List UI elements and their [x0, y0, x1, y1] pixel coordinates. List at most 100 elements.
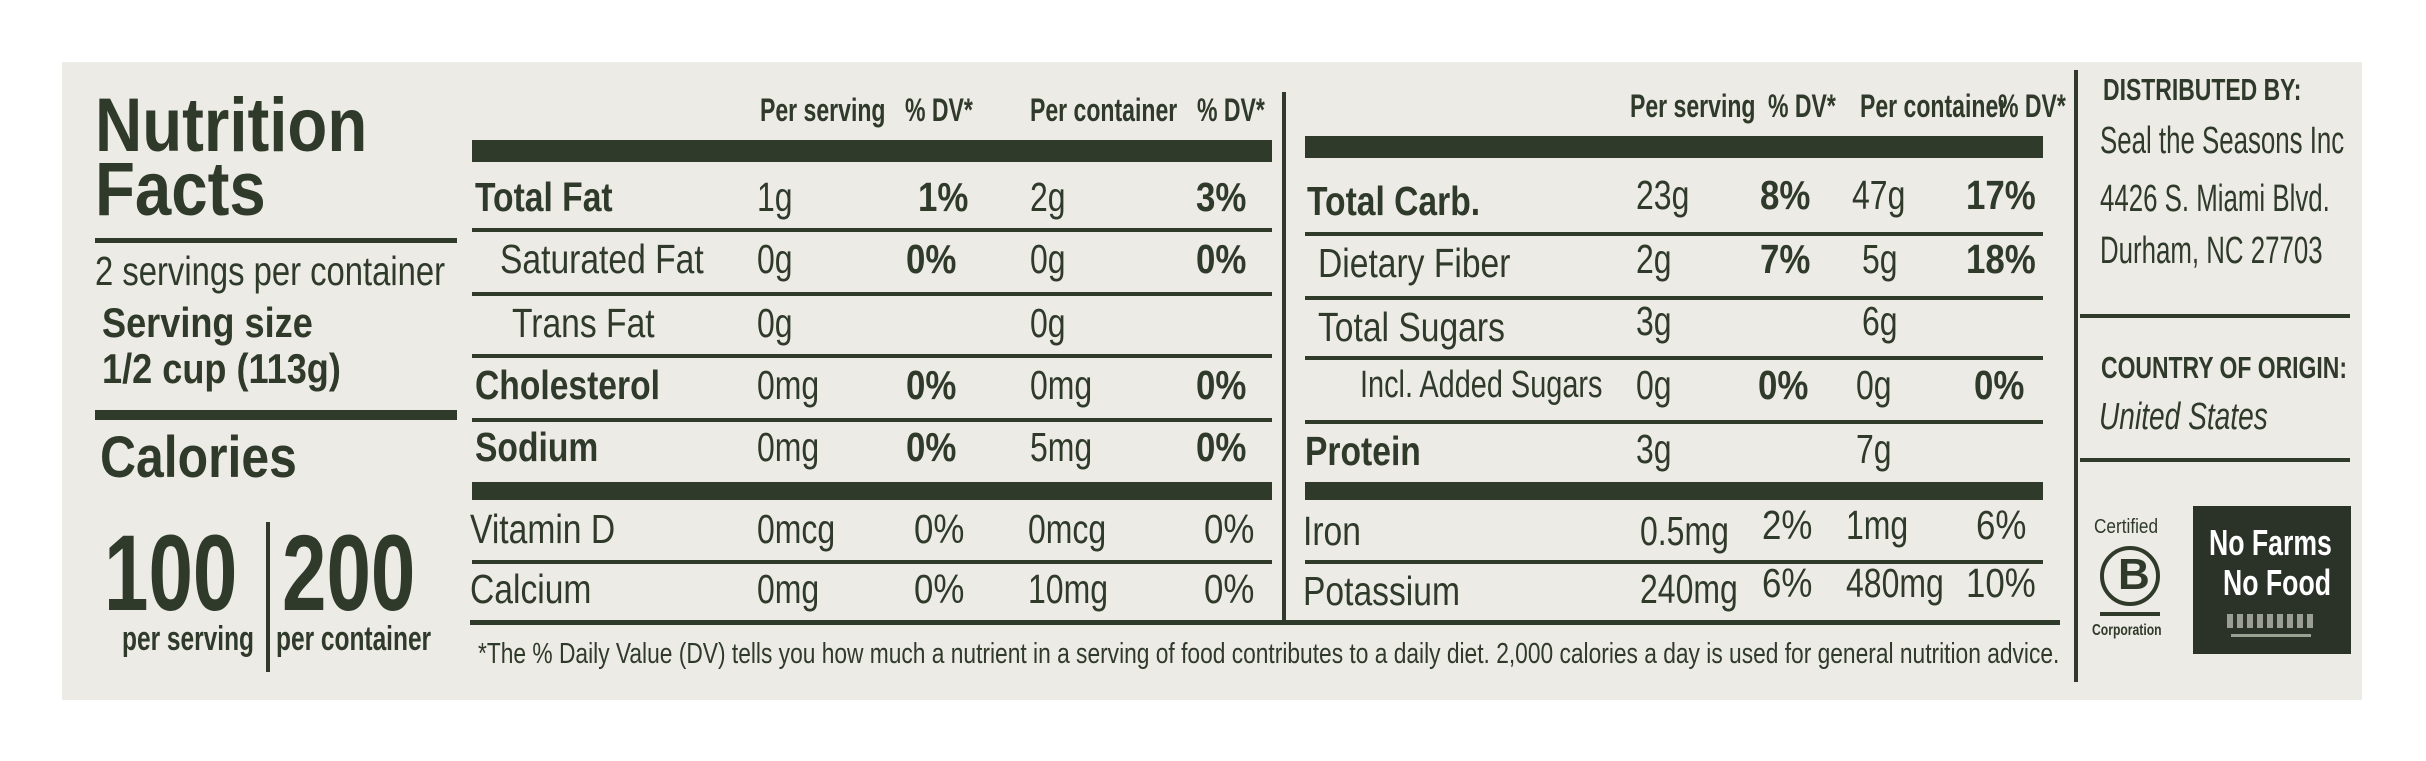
no-farms-no-food-badge: No Farms No Food [2193, 506, 2351, 654]
container-dv: 3% [1196, 174, 1247, 220]
column-divider [1282, 92, 1286, 622]
serving-value: 0.5mg [1640, 508, 1729, 554]
distributed-by-heading: DISTRIBUTED BY: [2103, 72, 2302, 107]
container-value: 47g [1852, 172, 1906, 218]
row-divider [472, 228, 1272, 232]
distributor-city: Durham, NC 27703 [2100, 230, 2323, 272]
nutrient-label: Potassium [1303, 568, 1460, 614]
header-dv: % DV* [1768, 88, 1836, 124]
calories-label: Calories [100, 425, 297, 490]
divider-thick [95, 410, 457, 420]
serving-value: 2g [1636, 236, 1672, 282]
serving-value: 0g [1636, 362, 1672, 408]
badge-line-1: No Farms [2209, 522, 2332, 563]
serving-value: 3g [1636, 426, 1672, 472]
container-dv: 0% [1196, 424, 1247, 470]
serving-value: 0mg [757, 424, 820, 470]
container-value: 480mg [1846, 560, 1944, 606]
daily-value-footnote: *The % Daily Value (DV) tells you how mu… [478, 638, 2060, 670]
serving-dv: 1% [918, 174, 969, 220]
row-divider [1305, 296, 2043, 300]
servings-per-container: 2 servings per container [95, 248, 446, 294]
per-container-caption: per container [276, 620, 432, 658]
distributor-name: Seal the Seasons Inc [2100, 120, 2345, 162]
serving-value: 3g [1636, 298, 1672, 344]
header-bar [472, 140, 1272, 162]
row-divider [1305, 232, 2043, 236]
header-per-serving: Per serving [1630, 88, 1756, 124]
container-dv: 0% [1974, 362, 2025, 408]
bcorp-certified-text: Certified [2094, 516, 2159, 538]
row-divider [1305, 356, 2043, 360]
country-of-origin-heading: COUNTRY OF ORIGIN: [2101, 350, 2347, 385]
header-bar [1305, 136, 2043, 158]
nutrient-label: Iron [1303, 508, 1361, 554]
container-value: 0mg [1030, 362, 1093, 408]
header-dv: % DV* [905, 92, 973, 128]
distributor-address: 4426 S. Miami Blvd. [2100, 178, 2330, 220]
serving-dv: 6% [1762, 560, 1813, 606]
badge-line-2: No Food [2223, 562, 2332, 603]
container-dv: 6% [1976, 502, 2027, 548]
bcorp-circle [2100, 546, 2160, 606]
container-dv: 0% [1196, 236, 1247, 282]
serving-dv: 0% [906, 236, 957, 282]
divider [2080, 458, 2350, 462]
container-dv: 0% [1204, 566, 1255, 612]
nutrient-label: Cholesterol [475, 362, 660, 408]
serving-dv: 7% [1760, 236, 1811, 282]
footnote-rule [470, 620, 2060, 625]
container-dv: 18% [1966, 236, 2036, 282]
b-corporation-logo: Certified B Corporation [2090, 516, 2186, 666]
nutrient-label: Total Sugars [1318, 304, 1505, 350]
serving-value: 0mcg [757, 506, 836, 552]
serving-dv: 2% [1762, 502, 1813, 548]
serving-value: 0mg [757, 566, 820, 612]
nutrient-label: Incl. Added Sugars [1360, 364, 1603, 406]
header-dv: % DV* [1197, 92, 1265, 128]
serving-size: Serving size 1/2 cup (113g) [102, 299, 341, 392]
container-value: 10mg [1028, 566, 1108, 612]
container-value: 2g [1030, 174, 1066, 220]
distributor-divider [2074, 70, 2078, 682]
nutrition-facts-title: Nutrition Facts [95, 83, 368, 232]
row-divider [472, 418, 1272, 422]
nutrition-label-background [62, 62, 2362, 700]
divider [2080, 314, 2350, 318]
nutrient-label: Calcium [470, 566, 592, 612]
bcorp-bar [2100, 612, 2160, 616]
serving-value: 240mg [1640, 566, 1738, 612]
row-divider [472, 292, 1272, 296]
bcorp-corporation-text: Corporation [2092, 622, 2162, 639]
serving-dv: 8% [1760, 172, 1811, 218]
serving-dv: 0% [906, 424, 957, 470]
serving-value: 1g [757, 174, 793, 220]
serving-dv: 0% [914, 506, 965, 552]
container-value: 5g [1862, 236, 1898, 282]
nutrient-label: Vitamin D [470, 506, 616, 552]
container-dv: 10% [1966, 560, 2036, 606]
nutrient-label: Sodium [475, 424, 599, 470]
container-value: 5mg [1030, 424, 1093, 470]
country-of-origin-value: United States [2099, 396, 2268, 438]
container-dv: 0% [1204, 506, 1255, 552]
container-value: 0mcg [1028, 506, 1107, 552]
container-value: 0g [1030, 236, 1066, 282]
serving-dv: 0% [914, 566, 965, 612]
header-dv: % DV* [1998, 88, 2066, 124]
container-dv: 17% [1966, 172, 2036, 218]
row-divider [1305, 560, 2043, 564]
container-value: 7g [1856, 426, 1892, 472]
row-divider [472, 354, 1272, 358]
row-divider-thick [1305, 482, 2043, 500]
nutrient-label: Total Fat [475, 174, 613, 220]
container-value: 6g [1862, 298, 1898, 344]
serving-value: 0g [757, 300, 793, 346]
container-value: 1mg [1846, 502, 1909, 548]
serving-dv: 0% [1758, 362, 1809, 408]
header-per-container: Per container [1030, 92, 1178, 128]
serving-value: 0mg [757, 362, 820, 408]
nutrient-label: Trans Fat [512, 300, 655, 346]
container-value: 0g [1856, 362, 1892, 408]
serving-dv: 0% [906, 362, 957, 408]
